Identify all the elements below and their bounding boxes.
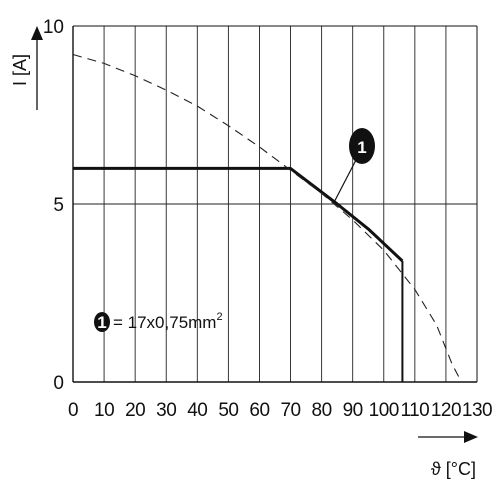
series-layer (72, 53, 462, 383)
x-tick-label: 120 (431, 400, 461, 421)
x-tick-label: 110 (400, 400, 429, 421)
marker-circle (349, 128, 375, 164)
y-axis-arrow-head (31, 26, 43, 40)
y-tick-label: 10 (43, 17, 64, 38)
x-tick-label: 90 (343, 400, 363, 421)
x-tick-label: 130 (462, 400, 492, 421)
x-tick-label: 70 (280, 400, 300, 421)
x-tick-label: 50 (218, 400, 238, 421)
legend: 1 = 17x0,75mm2 (94, 311, 223, 332)
x-axis-arrow-head (464, 431, 478, 443)
marker-callout: 1 (333, 128, 375, 203)
tick-labels: 0 10 20 30 40 50 60 70 80 90 100 110 120 130 0 5 10 (43, 17, 493, 421)
axes (72, 25, 478, 383)
x-tick-label: 20 (125, 400, 145, 421)
x-tick-label: 0 (68, 400, 78, 421)
derating-curve (73, 166, 404, 263)
grid (73, 26, 477, 382)
y-tick-label: 5 (53, 195, 64, 216)
x-axis-label-group: ϑ [°C] (418, 431, 478, 479)
dashed-limit-curve (72, 53, 462, 383)
marker-leader-line (333, 159, 357, 203)
legend-marker-circle (94, 312, 110, 332)
marker-number: 1 (357, 138, 366, 157)
x-tick-label: 100 (369, 400, 399, 421)
x-tick-label: 30 (156, 400, 176, 421)
x-tick-label: 80 (312, 400, 332, 421)
y-axis-label-group: I [A] (10, 26, 43, 110)
x-tick-label: 60 (249, 400, 269, 421)
y-tick-label: 0 (53, 373, 64, 394)
x-axis-label: ϑ [°C] (431, 459, 476, 479)
legend-marker-number: 1 (97, 313, 106, 332)
legend-text: = 17x0,75mm2 (113, 311, 223, 332)
x-tick-label: 10 (94, 400, 114, 421)
y-axis-label: I [A] (10, 54, 30, 86)
x-tick-label: 40 (187, 400, 207, 421)
